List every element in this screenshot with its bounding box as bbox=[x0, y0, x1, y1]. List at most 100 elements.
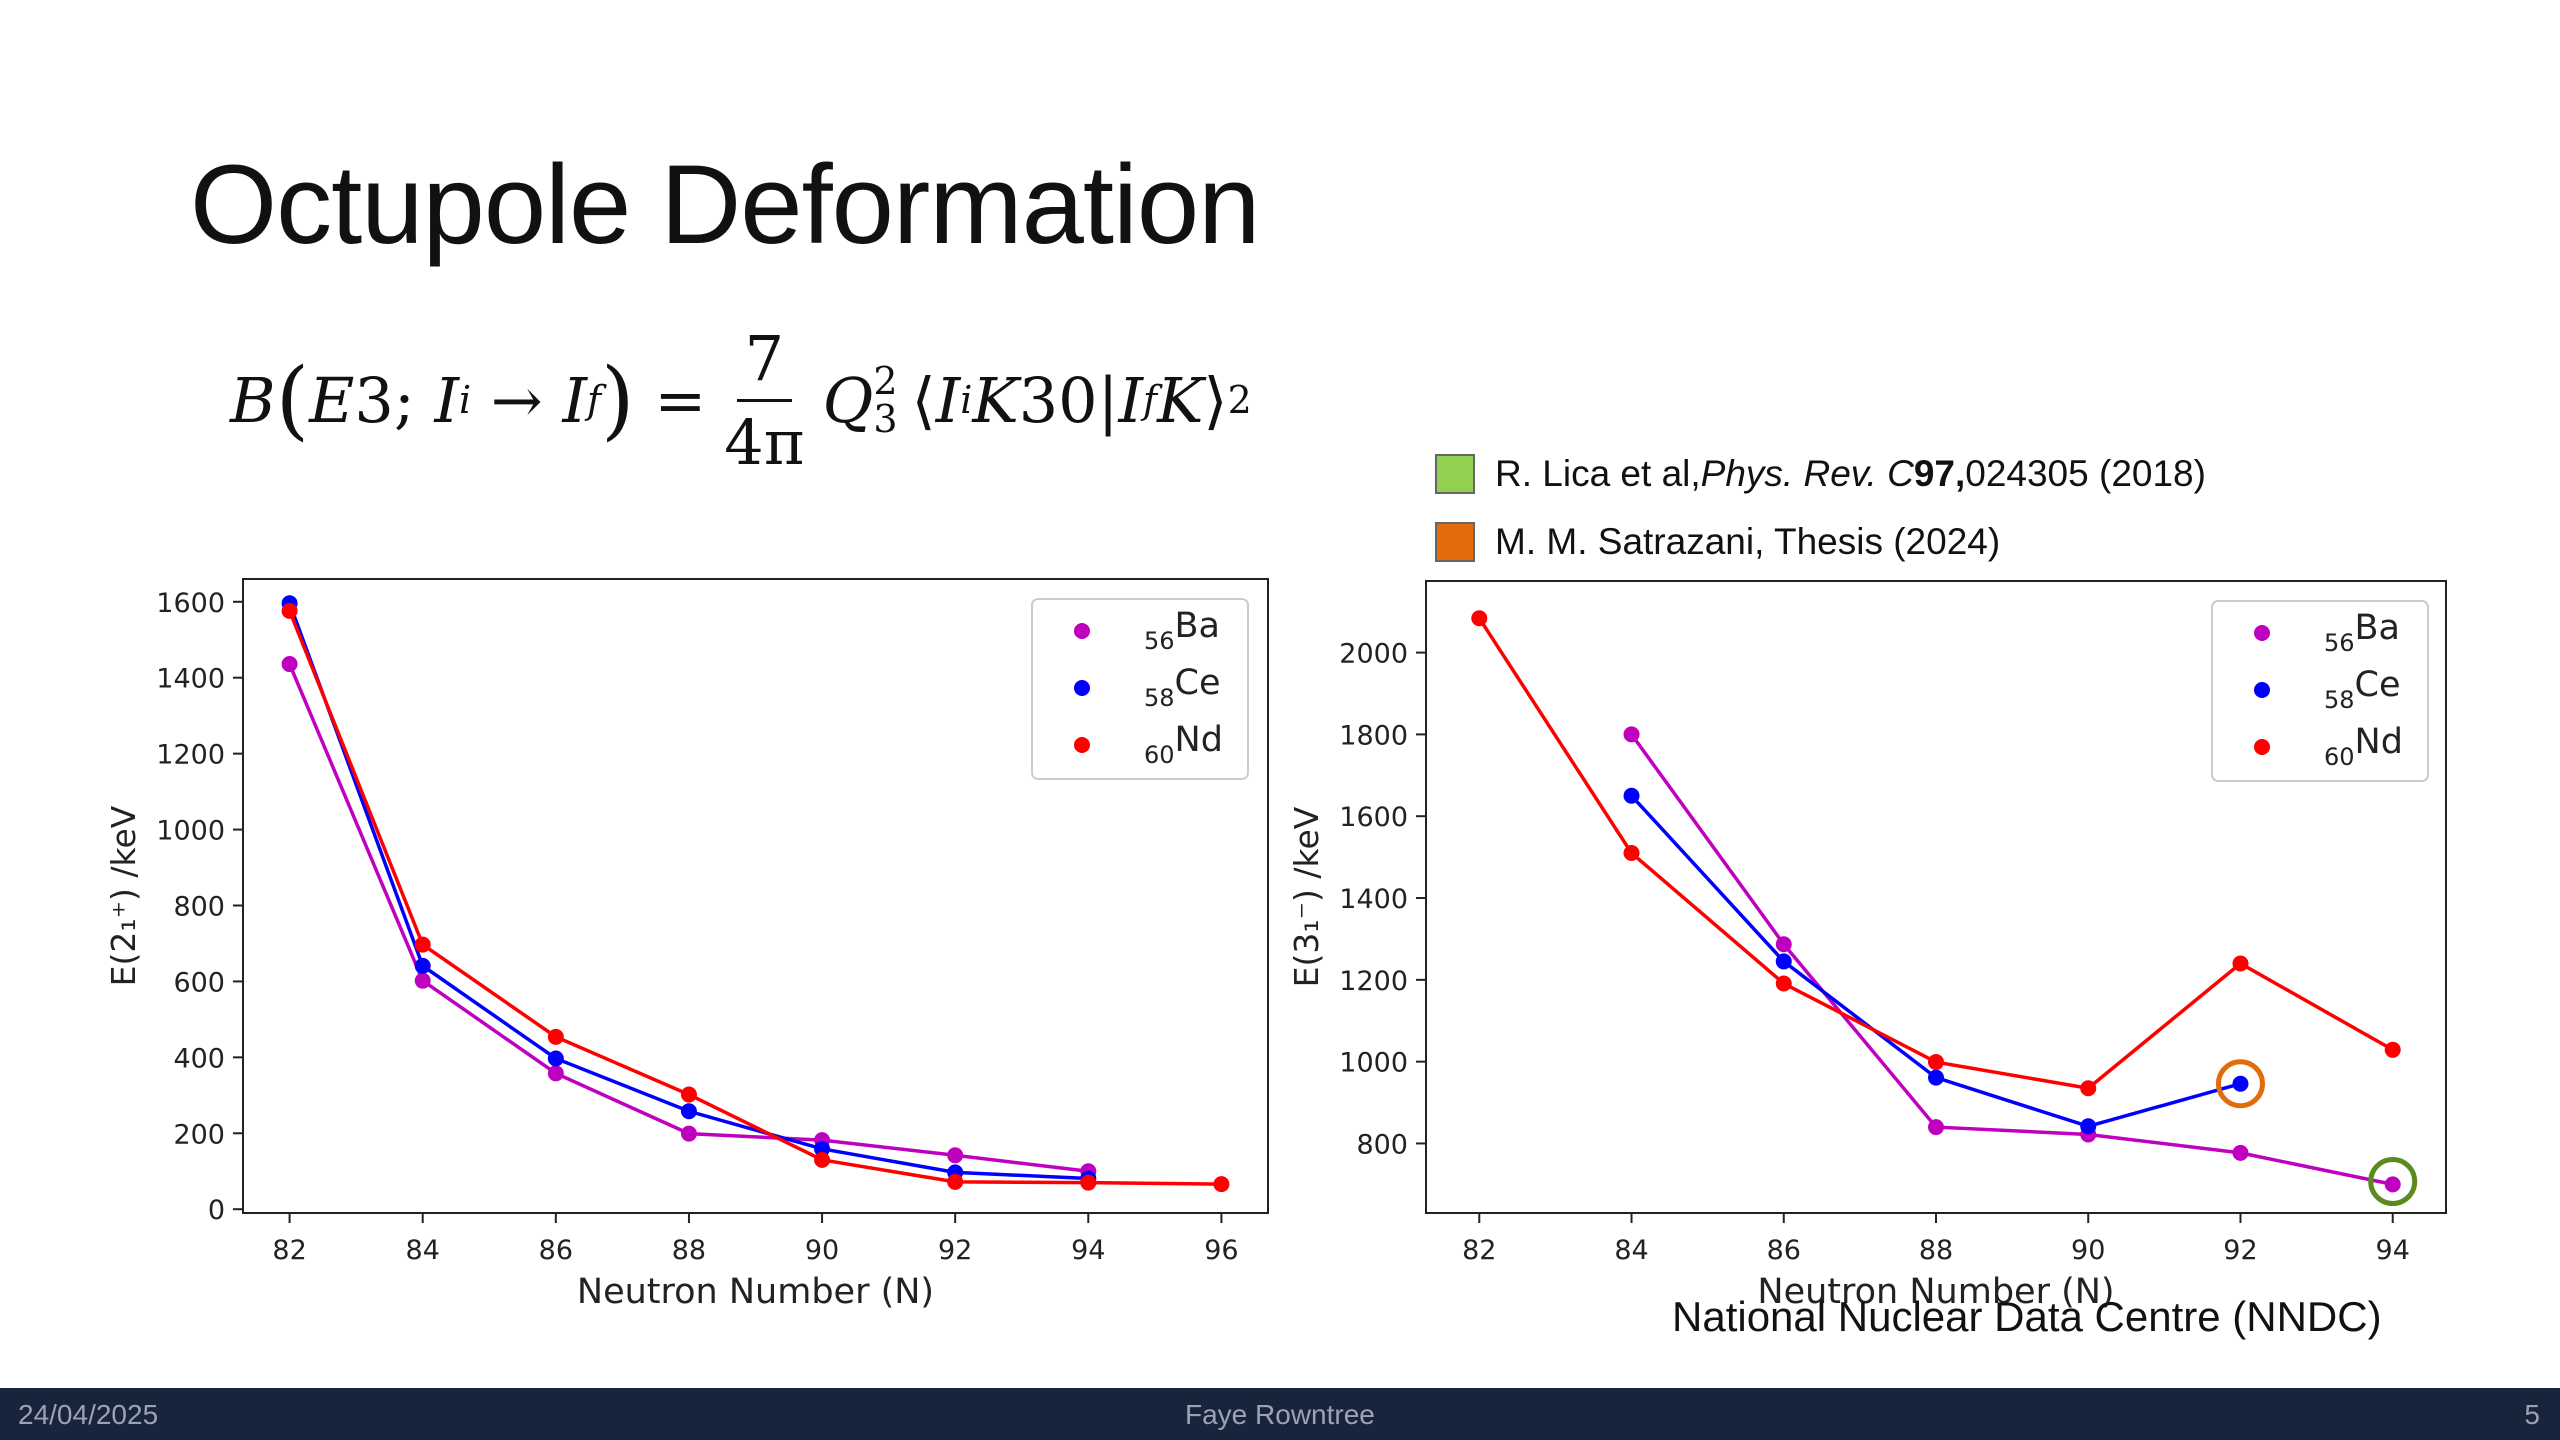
data-point-nd bbox=[547, 1028, 564, 1045]
x-tick-label: 88 bbox=[672, 1235, 706, 1266]
footer-author: Faye Rowntree bbox=[1185, 1399, 1375, 1430]
plot-frame bbox=[242, 578, 1269, 1214]
data-point-nd bbox=[947, 1173, 964, 1190]
y-axis-label: E(3₁⁻) /keV bbox=[1287, 806, 1326, 987]
legend-box bbox=[2211, 600, 2429, 782]
legend-marker bbox=[1074, 623, 1090, 639]
source-credit: National Nuclear Data Centre (NNDC) bbox=[1672, 1293, 2382, 1340]
x-tick-label: 94 bbox=[2376, 1235, 2410, 1266]
data-point-nd bbox=[1623, 845, 1640, 862]
reference-satrazani: M. M. Satrazani, Thesis (2024) bbox=[1435, 516, 2206, 568]
legend-label: 58Ce bbox=[1144, 663, 1221, 712]
y-tick-label: 800 bbox=[1356, 1129, 1408, 1160]
data-point-nd bbox=[1213, 1176, 1230, 1193]
data-point-nd bbox=[2232, 955, 2249, 972]
data-point-nd bbox=[281, 602, 298, 619]
x-tick-label: 84 bbox=[1614, 1235, 1648, 1266]
y-tick-label: 1800 bbox=[1339, 720, 1408, 751]
data-point-ba bbox=[414, 972, 431, 989]
data-point-ba bbox=[1775, 936, 1792, 953]
series-line-ba bbox=[1630, 733, 2394, 1187]
y-tick-label: 1400 bbox=[156, 664, 225, 695]
footer-bar: 24/04/2025 Faye Rowntree 5 bbox=[0, 1388, 2560, 1440]
reference-journal: Phys. Rev. C bbox=[1700, 453, 1914, 494]
orange-swatch bbox=[1435, 522, 1475, 562]
y-tick-label: 1200 bbox=[156, 740, 225, 771]
slide-title: Octupole Deformation bbox=[190, 142, 1260, 267]
legend-marker bbox=[2254, 625, 2270, 641]
y-tick-label: 1600 bbox=[156, 588, 225, 619]
x-tick-label: 86 bbox=[539, 1235, 573, 1266]
data-point-ba bbox=[680, 1125, 697, 1142]
x-tick-label: 94 bbox=[1071, 1235, 1105, 1266]
x-tick-label: 84 bbox=[406, 1235, 440, 1266]
x-tick-label: 82 bbox=[272, 1235, 306, 1266]
data-point-ba bbox=[2232, 1144, 2249, 1161]
legend-label: 58Ce bbox=[2324, 665, 2401, 714]
footer-date: 24/04/2025 bbox=[18, 1399, 159, 1430]
data-point-nd bbox=[680, 1086, 697, 1103]
legend-marker bbox=[1074, 737, 1090, 753]
data-point-nd bbox=[2080, 1080, 2097, 1097]
x-tick-label: 90 bbox=[2071, 1235, 2105, 1266]
data-point-nd bbox=[1928, 1054, 1944, 1071]
data-point-ba bbox=[1623, 726, 1640, 743]
chart-2: 82 84 86 88 90 92 94 800 1000 1200 1400 1600 1800 200… bbox=[1287, 580, 2447, 1312]
data-point-ba bbox=[1928, 1119, 1944, 1136]
y-tick-label: 1000 bbox=[1339, 1048, 1408, 1079]
y-tick-label: 1000 bbox=[156, 816, 225, 847]
reference-lica: R. Lica et al, Phys. Rev. C 97, 024305 (… bbox=[1435, 448, 2206, 500]
reference-list: R. Lica et al, Phys. Rev. C 97, 024305 (… bbox=[1435, 448, 2206, 584]
legend-label: 60Nd bbox=[1144, 720, 1223, 769]
chart-1: 82 84 86 88 90 92 94 96 0 200 400 600 800 1000 1200 140… bbox=[104, 578, 1269, 1312]
legend-label: 60Nd bbox=[2324, 722, 2403, 771]
series-line-nd bbox=[287, 610, 1222, 1186]
legend-marker bbox=[2254, 739, 2270, 755]
x-tick-label: 96 bbox=[1204, 1235, 1238, 1266]
data-point-ce bbox=[414, 957, 431, 974]
x-axis-label: Neutron Number (N) bbox=[577, 1272, 934, 1312]
reference-author: R. Lica et al, bbox=[1495, 453, 1701, 494]
y-tick-label: 0 bbox=[208, 1195, 225, 1226]
data-point-ba bbox=[281, 656, 298, 673]
legend-box bbox=[1031, 598, 1249, 780]
y-tick-label: 600 bbox=[173, 967, 225, 998]
data-point-ba bbox=[2384, 1176, 2401, 1193]
y-tick-label: 1200 bbox=[1339, 966, 1408, 997]
highlight-ring bbox=[2368, 1157, 2418, 1207]
x-tick-label: 90 bbox=[805, 1235, 839, 1266]
y-tick-label: 200 bbox=[173, 1119, 225, 1150]
data-point-ce bbox=[2080, 1118, 2097, 1135]
page-number: 5 bbox=[2524, 1399, 2540, 1430]
data-point-nd bbox=[1775, 975, 1792, 992]
y-axis-label: E(2₁⁺) /keV bbox=[104, 805, 143, 986]
reference-pages: 024305 (2018) bbox=[1965, 453, 2206, 494]
legend-marker bbox=[1074, 680, 1090, 696]
x-tick-label: 88 bbox=[1919, 1235, 1953, 1266]
y-tick-label: 1600 bbox=[1339, 802, 1408, 833]
data-point-ba bbox=[547, 1065, 564, 1082]
data-point-nd bbox=[1080, 1174, 1097, 1191]
data-point-nd bbox=[2384, 1041, 2401, 1058]
x-axis-label: Neutron Number (N) bbox=[1757, 1272, 2114, 1312]
green-swatch bbox=[1435, 454, 1475, 494]
data-point-ce bbox=[814, 1140, 831, 1157]
legend-label: 56Ba bbox=[1144, 606, 1220, 655]
x-tick-label: 82 bbox=[1462, 1235, 1496, 1266]
x-tick-label: 92 bbox=[938, 1235, 972, 1266]
legend-marker bbox=[2254, 682, 2270, 698]
data-point-ce bbox=[547, 1050, 564, 1067]
y-tick-label: 1400 bbox=[1339, 884, 1408, 915]
data-point-ce bbox=[1623, 787, 1640, 804]
data-point-nd bbox=[814, 1151, 831, 1168]
data-point-ce bbox=[680, 1103, 697, 1120]
reference-text: M. M. Satrazani, Thesis (2024) bbox=[1495, 521, 2001, 562]
data-point-ba bbox=[947, 1147, 964, 1164]
x-tick-label: 86 bbox=[1767, 1235, 1801, 1266]
data-point-ce bbox=[2232, 1075, 2249, 1092]
data-point-nd bbox=[1471, 610, 1488, 627]
legend-label: 56Ba bbox=[2324, 608, 2400, 657]
y-tick-label: 400 bbox=[173, 1043, 225, 1074]
